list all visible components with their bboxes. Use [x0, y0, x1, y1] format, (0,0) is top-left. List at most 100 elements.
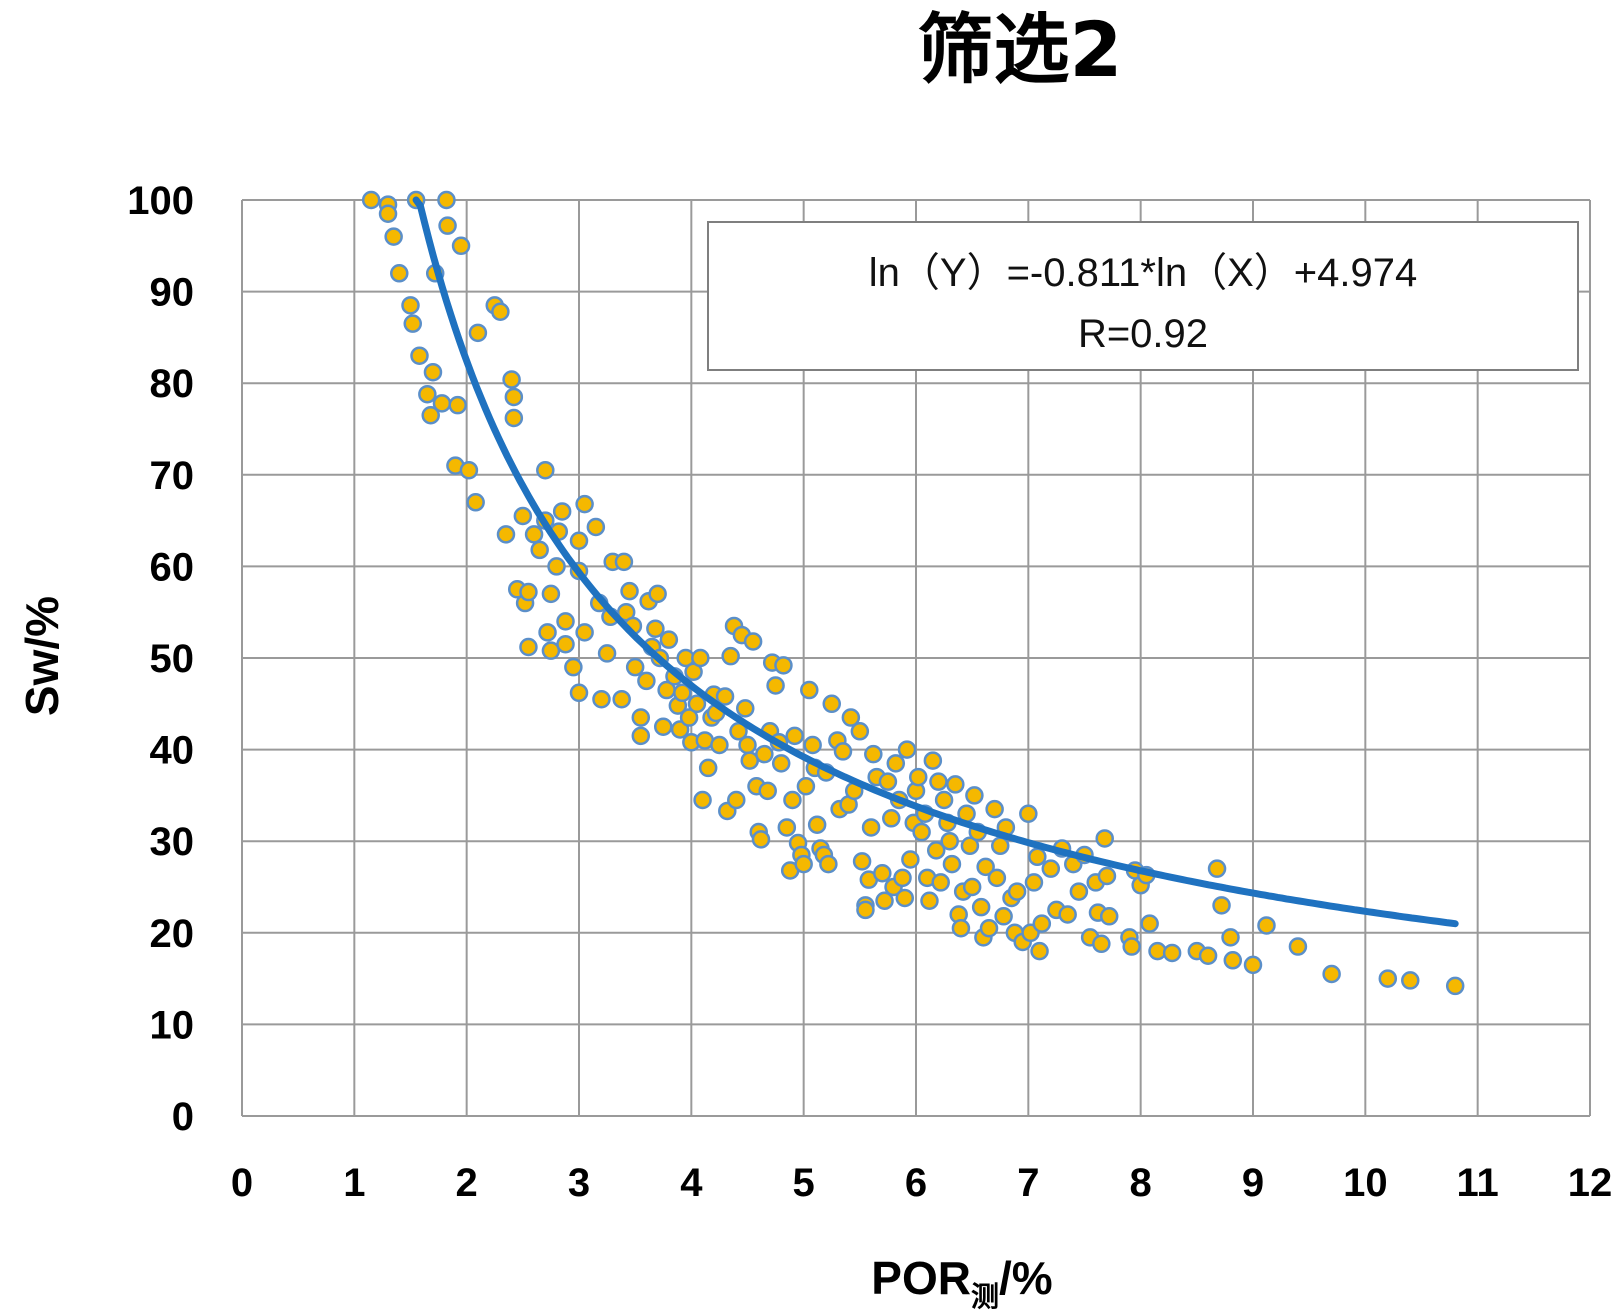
- data-point: [687, 694, 707, 714]
- data-point: [929, 772, 948, 791]
- data-point: [895, 888, 915, 908]
- data-point: [852, 852, 872, 871]
- x-axis-title-subscript: 测: [971, 1280, 999, 1313]
- y-tick-label: 80: [150, 362, 195, 406]
- data-point: [743, 632, 763, 651]
- data-point: [401, 296, 420, 315]
- data-point: [648, 584, 667, 604]
- data-point: [920, 891, 939, 910]
- data-point: [1198, 946, 1218, 965]
- data-point: [437, 190, 456, 210]
- y-tick-label: 10: [150, 1003, 195, 1047]
- y-tick-label: 90: [150, 271, 195, 315]
- data-point: [912, 822, 931, 842]
- data-point: [575, 623, 594, 642]
- data-point: [758, 781, 777, 801]
- data-point: [946, 775, 965, 794]
- trend-line: [412, 196, 1459, 928]
- data-point: [403, 314, 422, 333]
- data-point: [524, 525, 544, 544]
- data-point: [715, 687, 735, 706]
- data-point: [931, 873, 950, 892]
- y-tick-label: 0: [172, 1095, 194, 1139]
- y-tick-label: 60: [150, 545, 195, 589]
- data-point: [985, 799, 1004, 819]
- data-point: [625, 657, 645, 677]
- data-point: [1212, 896, 1231, 915]
- data-point: [1162, 943, 1182, 963]
- data-point: [971, 897, 991, 917]
- y-tick-labels: 0 10 20 30 40 50 60 70 80 90 100: [127, 179, 194, 1139]
- data-point: [1257, 916, 1276, 935]
- data-point: [556, 635, 575, 654]
- data-point: [418, 384, 437, 404]
- y-tick-label: 20: [150, 912, 195, 956]
- x-tick-label: 1: [343, 1161, 365, 1205]
- data-point: [691, 648, 710, 668]
- x-axis-title: POR测/%: [871, 1252, 1052, 1313]
- data-point: [530, 540, 549, 560]
- data-point: [800, 680, 819, 700]
- data-point: [1122, 937, 1141, 956]
- data-point: [513, 506, 533, 526]
- y-tick-label: 50: [150, 637, 195, 681]
- data-point: [614, 552, 634, 572]
- data-point: [698, 758, 718, 778]
- data-point: [1322, 964, 1341, 984]
- data-point: [468, 323, 488, 343]
- x-tick-label: 7: [1017, 1161, 1039, 1205]
- equation-text: ln（Y）=-0.811*ln（X）+4.974: [869, 251, 1417, 295]
- data-point: [421, 406, 440, 425]
- data-point: [901, 850, 920, 869]
- data-point: [960, 836, 980, 856]
- data-point: [502, 370, 521, 389]
- data-point: [1092, 934, 1111, 954]
- data-point: [738, 735, 757, 755]
- data-point: [564, 657, 583, 677]
- chart-title: 筛选2: [918, 5, 1123, 94]
- data-point: [771, 754, 791, 773]
- data-point: [673, 683, 692, 703]
- data-point: [934, 790, 954, 810]
- x-tick-label: 10: [1343, 1161, 1388, 1205]
- data-point: [861, 818, 881, 837]
- data-point: [586, 517, 606, 537]
- data-point: [1288, 937, 1308, 956]
- r-value-text: R=0.92: [1078, 312, 1208, 356]
- data-point: [1097, 866, 1117, 886]
- data-point: [893, 868, 912, 888]
- data-point: [721, 646, 740, 666]
- x-tick-label: 12: [1568, 1161, 1613, 1205]
- data-point: [727, 790, 746, 810]
- data-point: [908, 767, 928, 787]
- data-point: [378, 204, 398, 223]
- data-point: [438, 216, 457, 235]
- x-axis-title-unit: /%: [999, 1252, 1053, 1304]
- data-point: [850, 722, 870, 741]
- data-point: [856, 900, 875, 920]
- data-point: [1207, 859, 1227, 878]
- data-point: [1223, 951, 1243, 970]
- data-point: [432, 394, 452, 413]
- data-point: [1032, 914, 1052, 933]
- data-point: [597, 644, 617, 663]
- data-point: [504, 408, 524, 428]
- x-tick-labels: 0 1 2 3 4 5 6 7 8 9 10 11 12: [231, 1161, 1612, 1205]
- data-point: [504, 387, 524, 407]
- data-point: [1028, 847, 1047, 867]
- data-point: [841, 708, 861, 727]
- y-tick-label: 70: [150, 454, 195, 498]
- data-point: [390, 264, 409, 283]
- equation-box: ln（Y）=-0.811*ln（X）+4.974 R=0.92: [707, 221, 1579, 371]
- data-point: [807, 815, 827, 834]
- data-point: [637, 671, 656, 691]
- data-point: [670, 720, 690, 739]
- data-point: [766, 676, 785, 695]
- data-point: [864, 744, 883, 764]
- data-point: [833, 742, 853, 761]
- data-point: [1378, 969, 1398, 988]
- data-point: [962, 877, 982, 897]
- data-point: [547, 557, 566, 576]
- data-point: [552, 502, 572, 521]
